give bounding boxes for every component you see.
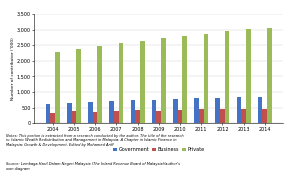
Bar (55, 52, 60, 123)
Bar (130, 100, 135, 123)
Legend: Government, Business, Private: Government, Business, Private (111, 145, 206, 154)
Bar (182, 36, 187, 123)
Bar (114, 111, 119, 123)
Bar (135, 110, 140, 123)
Bar (67, 103, 72, 123)
Bar (152, 99, 156, 123)
Bar (50, 113, 55, 123)
Bar (173, 99, 178, 123)
Bar (93, 112, 98, 123)
Bar (88, 102, 93, 123)
Bar (140, 41, 144, 123)
Bar (46, 104, 50, 123)
Bar (241, 109, 246, 123)
Bar (220, 109, 225, 123)
Bar (204, 34, 208, 123)
Y-axis label: Number of contributor ('000): Number of contributor ('000) (11, 37, 15, 100)
Bar (246, 29, 251, 123)
Bar (215, 98, 220, 123)
Bar (72, 111, 76, 123)
Bar (263, 109, 267, 123)
Bar (156, 111, 161, 123)
Bar (109, 101, 114, 123)
Bar (119, 43, 123, 123)
Bar (98, 46, 102, 123)
Bar (161, 38, 166, 123)
Bar (225, 31, 229, 123)
Bar (258, 97, 263, 123)
Bar (194, 98, 199, 123)
Text: Source: Lembaga Hasil Dalam Negeri Malaysia (The Inland Revenue Board of Malaysi: Source: Lembaga Hasil Dalam Negeri Malay… (6, 162, 180, 171)
Bar (199, 109, 204, 123)
Bar (237, 97, 241, 123)
Bar (76, 49, 81, 123)
Text: Notes: This portion is extracted from a research conducted by the author. The ti: Notes: This portion is extracted from a … (6, 134, 183, 147)
Bar (178, 110, 182, 123)
Bar (267, 28, 272, 123)
